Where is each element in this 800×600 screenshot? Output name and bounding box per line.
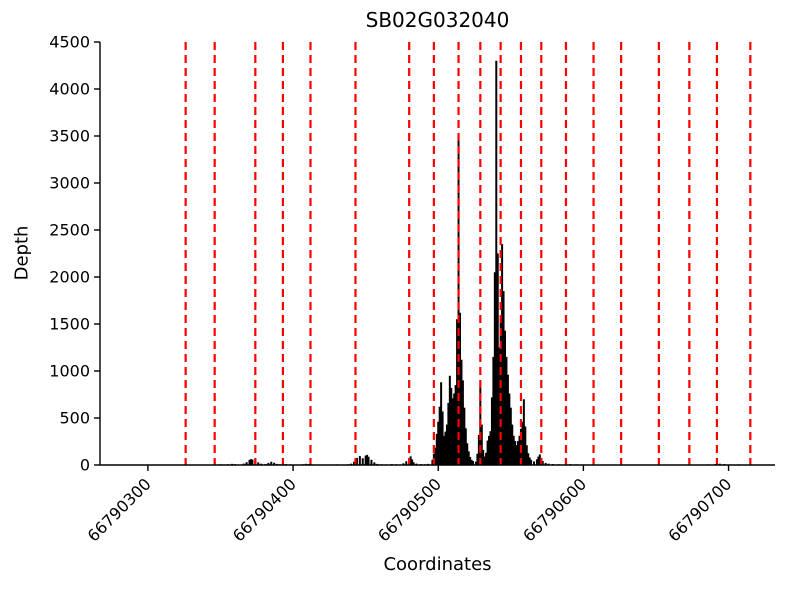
y-tick-label: 4500 bbox=[49, 33, 90, 52]
chart-title: SB02G032040 bbox=[365, 8, 510, 32]
y-tick-label: 2500 bbox=[49, 221, 90, 240]
y-tick-label: 2000 bbox=[49, 268, 90, 287]
x-tick-label: 66790500 bbox=[374, 474, 445, 545]
y-tick-label: 1500 bbox=[49, 315, 90, 334]
y-tick-label: 3000 bbox=[49, 174, 90, 193]
y-tick-label: 500 bbox=[59, 409, 90, 428]
x-tick-label: 66790700 bbox=[664, 474, 735, 545]
x-tick-label: 66790600 bbox=[519, 474, 590, 545]
x-tick-label: 66790400 bbox=[229, 474, 300, 545]
y-tick-label: 3500 bbox=[49, 127, 90, 146]
x-tick-label: 66790300 bbox=[84, 474, 155, 545]
y-tick-label: 0 bbox=[80, 456, 90, 475]
x-axis-label: Coordinates bbox=[383, 554, 492, 575]
y-tick-label: 1000 bbox=[49, 362, 90, 381]
y-tick-label: 4000 bbox=[49, 80, 90, 99]
